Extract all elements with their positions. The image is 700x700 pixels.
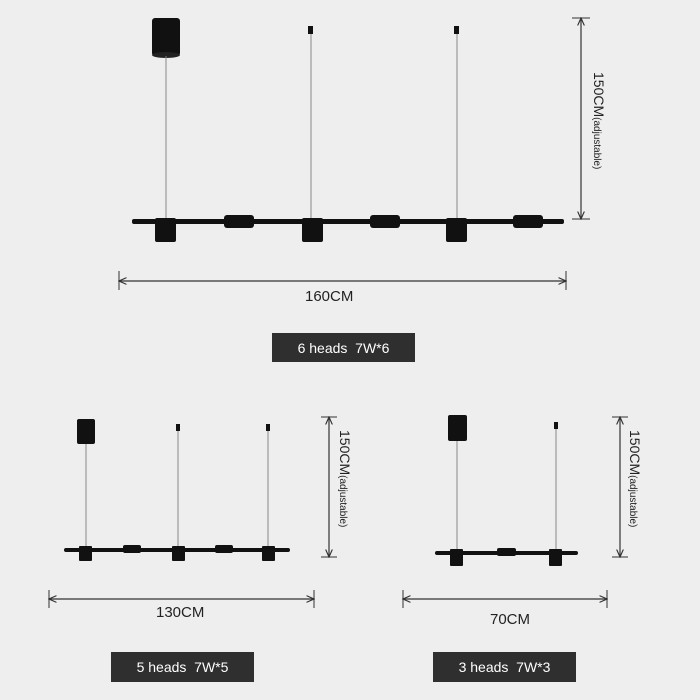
height-label: 150CM(adjustable)	[627, 430, 643, 527]
lamp-head-cylinder	[155, 218, 176, 242]
wire-clip	[554, 422, 558, 429]
lamp-bar	[132, 219, 564, 224]
lamp-head-disc	[123, 545, 141, 553]
lamp-head-disc	[370, 215, 400, 228]
height-value: 150CM	[591, 72, 607, 118]
lamp-head-cylinder	[172, 546, 185, 561]
width-label: 70CM	[490, 611, 531, 628]
lamp-head-cylinder	[302, 218, 323, 242]
lamp-small	[403, 415, 628, 608]
width-label: 160CM	[305, 288, 354, 305]
lamp-large	[119, 18, 590, 290]
height-note: (adjustable)	[337, 475, 348, 528]
spec-badge: 3 heads 7W*3	[433, 652, 576, 682]
height-value: 150CM	[337, 430, 353, 476]
height-label: 150CM(adjustable)	[591, 72, 607, 169]
wire-clip	[454, 26, 459, 34]
ceiling-canopy	[152, 18, 180, 56]
ceiling-canopy	[77, 419, 95, 444]
lamp-medium	[49, 417, 337, 608]
height-value: 150CM	[627, 430, 643, 476]
lamp-head-disc	[497, 548, 516, 556]
height-label: 150CM(adjustable)	[337, 430, 353, 527]
spec-badge: 5 heads 7W*5	[111, 652, 254, 682]
height-note: (adjustable)	[627, 475, 638, 528]
lamp-head-cylinder	[549, 549, 562, 566]
spec-badge: 6 heads 7W*6	[272, 333, 415, 362]
lamp-head-cylinder	[446, 218, 467, 242]
lamp-head-disc	[224, 215, 254, 228]
wire-clip	[308, 26, 313, 34]
lamp-head-disc	[513, 215, 543, 228]
lamp-head-cylinder	[262, 546, 275, 561]
lamp-head-cylinder	[79, 546, 92, 561]
lamp-head-cylinder	[450, 549, 463, 566]
height-note: (adjustable)	[591, 117, 602, 170]
wire-clip	[176, 424, 180, 431]
ceiling-canopy	[448, 415, 467, 441]
lamp-head-disc	[215, 545, 233, 553]
wire-clip	[266, 424, 270, 431]
width-label: 130CM	[156, 604, 205, 621]
